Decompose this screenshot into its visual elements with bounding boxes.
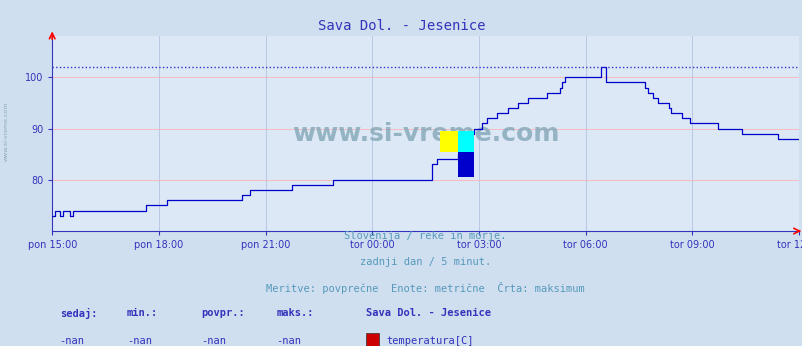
- Bar: [366, 333, 379, 346]
- Text: -nan: -nan: [59, 336, 84, 346]
- Bar: [458, 152, 473, 177]
- Text: www.si-vreme.com: www.si-vreme.com: [4, 102, 9, 161]
- Bar: [439, 131, 458, 152]
- Text: Slovenija / reke in morje.: Slovenija / reke in morje.: [344, 231, 506, 241]
- Text: min.:: min.:: [127, 308, 158, 318]
- Text: temperatura[C]: temperatura[C]: [387, 336, 474, 346]
- Text: zadnji dan / 5 minut.: zadnji dan / 5 minut.: [359, 257, 491, 267]
- Text: sedaj:: sedaj:: [59, 308, 97, 319]
- Text: -nan: -nan: [201, 336, 226, 346]
- Text: Sava Dol. - Jesenice: Sava Dol. - Jesenice: [318, 19, 484, 33]
- Text: povpr.:: povpr.:: [201, 308, 245, 318]
- Bar: [458, 131, 473, 152]
- Text: www.si-vreme.com: www.si-vreme.com: [291, 122, 559, 146]
- Text: Sava Dol. - Jesenice: Sava Dol. - Jesenice: [366, 308, 490, 318]
- Text: -nan: -nan: [127, 336, 152, 346]
- Text: Meritve: povprečne  Enote: metrične  Črta: maksimum: Meritve: povprečne Enote: metrične Črta:…: [266, 282, 584, 294]
- Text: maks.:: maks.:: [276, 308, 314, 318]
- Text: -nan: -nan: [276, 336, 301, 346]
